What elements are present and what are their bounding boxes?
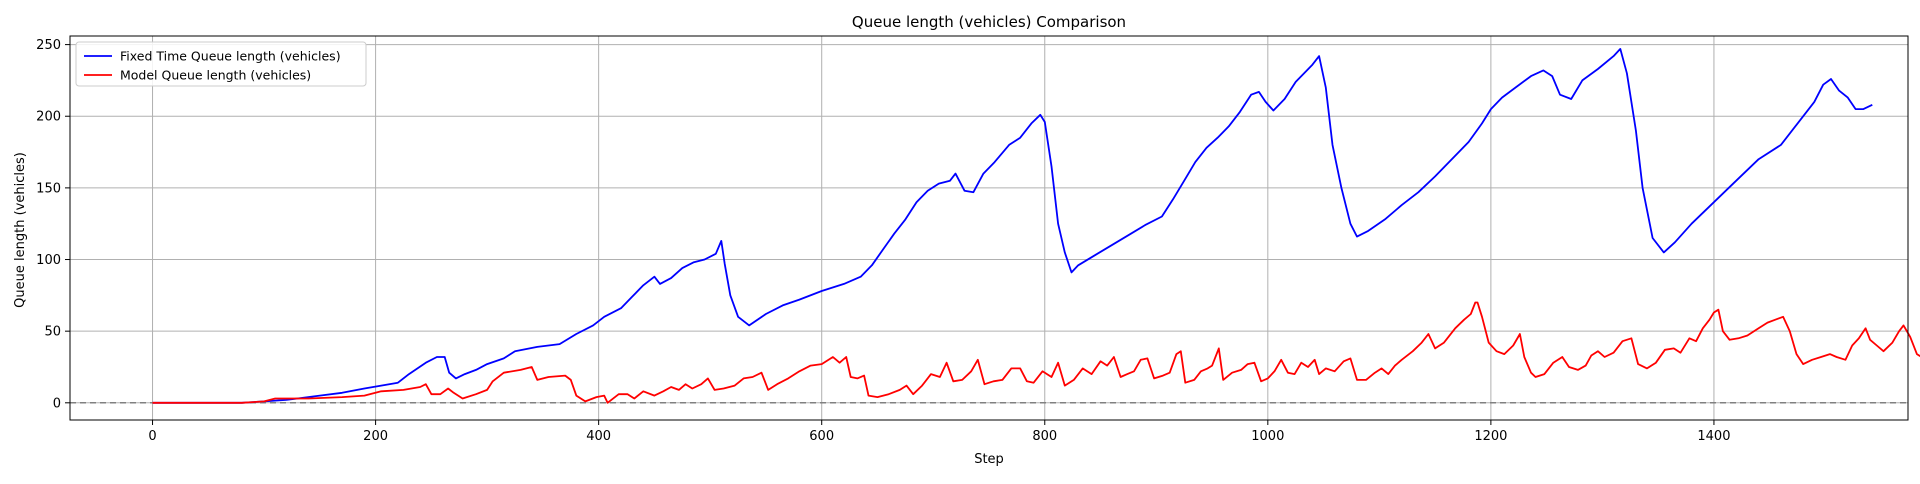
plot-area-frame bbox=[70, 36, 1908, 420]
x-axis-label: Step bbox=[974, 452, 1004, 467]
x-axis-ticks: 0 200 400 600 800 1000 1200 1400 bbox=[148, 420, 1730, 444]
x-tick-label: 800 bbox=[1032, 429, 1057, 444]
x-tick-label: 1200 bbox=[1474, 429, 1507, 444]
y-tick-label: 150 bbox=[36, 181, 61, 196]
legend-label: Fixed Time Queue length (vehicles) bbox=[120, 49, 341, 64]
y-tick-label: 100 bbox=[36, 253, 61, 268]
y-axis-label: Queue length (vehicles) bbox=[13, 152, 28, 308]
series-line-model bbox=[153, 303, 1920, 403]
y-axis-ticks: 0 50 100 150 200 250 bbox=[36, 38, 70, 411]
y-tick-label: 250 bbox=[36, 38, 61, 53]
x-tick-label: 600 bbox=[809, 429, 834, 444]
x-tick-label: 1400 bbox=[1697, 429, 1730, 444]
y-tick-label: 50 bbox=[44, 325, 61, 340]
grid bbox=[70, 36, 1908, 420]
x-tick-label: 200 bbox=[363, 429, 388, 444]
x-tick-label: 0 bbox=[148, 429, 156, 444]
legend-label: Model Queue length (vehicles) bbox=[120, 68, 311, 83]
legend: Fixed Time Queue length (vehicles) Model … bbox=[76, 42, 366, 86]
y-tick-label: 0 bbox=[53, 396, 61, 411]
x-tick-label: 1000 bbox=[1251, 429, 1284, 444]
series-layer bbox=[153, 49, 1920, 403]
series-line-fixed-time bbox=[153, 49, 1873, 403]
y-tick-label: 200 bbox=[36, 110, 61, 125]
chart-title: Queue length (vehicles) Comparison bbox=[852, 13, 1126, 31]
x-tick-label: 400 bbox=[586, 429, 611, 444]
